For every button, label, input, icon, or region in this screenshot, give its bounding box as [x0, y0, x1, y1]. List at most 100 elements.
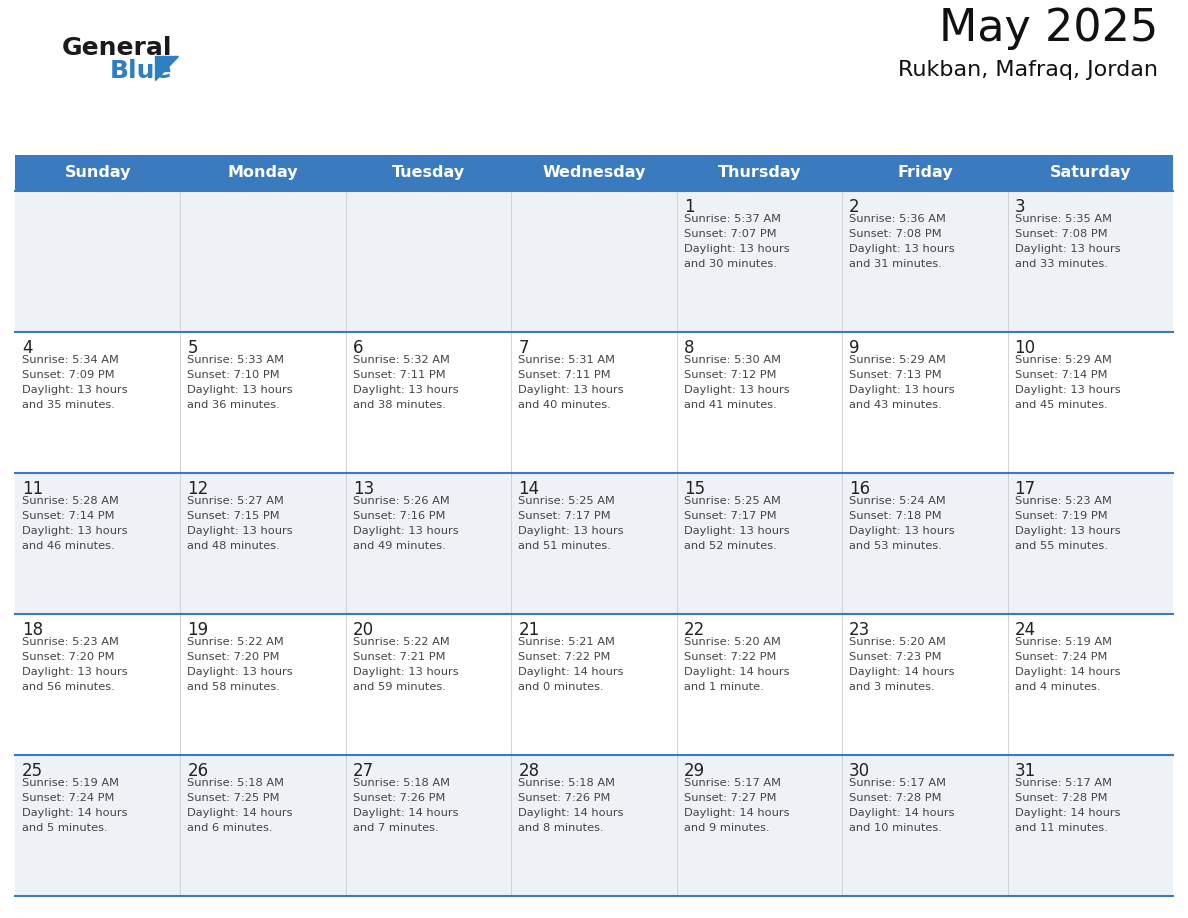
Text: and 45 minutes.: and 45 minutes.	[1015, 400, 1107, 410]
Text: and 7 minutes.: and 7 minutes.	[353, 823, 438, 833]
Text: 17: 17	[1015, 480, 1036, 498]
Text: Sunrise: 5:17 AM: Sunrise: 5:17 AM	[849, 778, 946, 788]
Text: Sunset: 7:17 PM: Sunset: 7:17 PM	[684, 511, 776, 521]
Text: and 3 minutes.: and 3 minutes.	[849, 682, 935, 692]
Text: Daylight: 14 hours: Daylight: 14 hours	[849, 667, 955, 677]
Text: Sunset: 7:08 PM: Sunset: 7:08 PM	[849, 229, 942, 239]
Text: Daylight: 13 hours: Daylight: 13 hours	[849, 385, 955, 395]
Text: Daylight: 14 hours: Daylight: 14 hours	[1015, 808, 1120, 818]
Text: and 4 minutes.: and 4 minutes.	[1015, 682, 1100, 692]
Text: 30: 30	[849, 762, 871, 780]
Text: Sunrise: 5:25 AM: Sunrise: 5:25 AM	[684, 496, 781, 506]
Text: Sunset: 7:22 PM: Sunset: 7:22 PM	[684, 652, 776, 662]
Text: Sunrise: 5:20 AM: Sunrise: 5:20 AM	[849, 637, 946, 647]
Text: Daylight: 14 hours: Daylight: 14 hours	[684, 808, 789, 818]
Text: Sunrise: 5:23 AM: Sunrise: 5:23 AM	[23, 637, 119, 647]
Text: Sunset: 7:28 PM: Sunset: 7:28 PM	[1015, 793, 1107, 803]
Text: Daylight: 14 hours: Daylight: 14 hours	[684, 667, 789, 677]
Text: and 58 minutes.: and 58 minutes.	[188, 682, 280, 692]
Text: Sunset: 7:15 PM: Sunset: 7:15 PM	[188, 511, 280, 521]
Text: and 41 minutes.: and 41 minutes.	[684, 400, 777, 410]
Text: Sunset: 7:09 PM: Sunset: 7:09 PM	[23, 370, 114, 380]
Text: and 35 minutes.: and 35 minutes.	[23, 400, 115, 410]
Text: Sunrise: 5:17 AM: Sunrise: 5:17 AM	[1015, 778, 1112, 788]
Text: and 36 minutes.: and 36 minutes.	[188, 400, 280, 410]
Text: Daylight: 13 hours: Daylight: 13 hours	[849, 244, 955, 254]
Text: Daylight: 14 hours: Daylight: 14 hours	[849, 808, 955, 818]
Text: Daylight: 13 hours: Daylight: 13 hours	[1015, 385, 1120, 395]
Text: Daylight: 13 hours: Daylight: 13 hours	[353, 667, 459, 677]
Text: Sunrise: 5:18 AM: Sunrise: 5:18 AM	[518, 778, 615, 788]
Text: Sunrise: 5:19 AM: Sunrise: 5:19 AM	[23, 778, 119, 788]
Text: and 33 minutes.: and 33 minutes.	[1015, 259, 1107, 269]
Text: Sunrise: 5:23 AM: Sunrise: 5:23 AM	[1015, 496, 1112, 506]
Text: Sunrise: 5:19 AM: Sunrise: 5:19 AM	[1015, 637, 1112, 647]
Text: Daylight: 13 hours: Daylight: 13 hours	[518, 385, 624, 395]
Text: 26: 26	[188, 762, 209, 780]
Text: and 43 minutes.: and 43 minutes.	[849, 400, 942, 410]
Text: Friday: Friday	[897, 165, 953, 181]
Text: Sunset: 7:17 PM: Sunset: 7:17 PM	[518, 511, 611, 521]
Text: Sunrise: 5:18 AM: Sunrise: 5:18 AM	[353, 778, 450, 788]
Text: Wednesday: Wednesday	[542, 165, 646, 181]
Text: Sunrise: 5:37 AM: Sunrise: 5:37 AM	[684, 214, 781, 224]
Text: Sunset: 7:22 PM: Sunset: 7:22 PM	[518, 652, 611, 662]
Text: 3: 3	[1015, 198, 1025, 216]
Text: Sunset: 7:28 PM: Sunset: 7:28 PM	[849, 793, 942, 803]
Text: Blue: Blue	[110, 59, 172, 83]
Text: 27: 27	[353, 762, 374, 780]
Text: Monday: Monday	[228, 165, 298, 181]
Text: Sunrise: 5:33 AM: Sunrise: 5:33 AM	[188, 355, 284, 365]
Text: Sunset: 7:26 PM: Sunset: 7:26 PM	[353, 793, 446, 803]
Text: 16: 16	[849, 480, 871, 498]
Text: 10: 10	[1015, 339, 1036, 357]
Text: Sunrise: 5:28 AM: Sunrise: 5:28 AM	[23, 496, 119, 506]
Text: and 52 minutes.: and 52 minutes.	[684, 541, 777, 551]
Text: Sunset: 7:14 PM: Sunset: 7:14 PM	[23, 511, 114, 521]
Text: Daylight: 13 hours: Daylight: 13 hours	[353, 526, 459, 536]
Text: 9: 9	[849, 339, 860, 357]
Text: 25: 25	[23, 762, 43, 780]
Bar	[15, 155, 1173, 191]
Text: Daylight: 13 hours: Daylight: 13 hours	[849, 526, 955, 536]
Text: Sunrise: 5:29 AM: Sunrise: 5:29 AM	[849, 355, 946, 365]
Text: Daylight: 14 hours: Daylight: 14 hours	[23, 808, 127, 818]
Text: 6: 6	[353, 339, 364, 357]
Text: Daylight: 13 hours: Daylight: 13 hours	[23, 385, 127, 395]
Text: Daylight: 13 hours: Daylight: 13 hours	[684, 244, 789, 254]
Text: Sunrise: 5:35 AM: Sunrise: 5:35 AM	[1015, 214, 1112, 224]
Text: Sunrise: 5:36 AM: Sunrise: 5:36 AM	[849, 214, 946, 224]
Text: 7: 7	[518, 339, 529, 357]
Polygon shape	[154, 56, 178, 80]
Text: Sunset: 7:18 PM: Sunset: 7:18 PM	[849, 511, 942, 521]
Text: and 48 minutes.: and 48 minutes.	[188, 541, 280, 551]
Text: 12: 12	[188, 480, 209, 498]
Text: Sunset: 7:26 PM: Sunset: 7:26 PM	[518, 793, 611, 803]
Text: and 5 minutes.: and 5 minutes.	[23, 823, 108, 833]
Text: and 0 minutes.: and 0 minutes.	[518, 682, 604, 692]
Text: and 10 minutes.: and 10 minutes.	[849, 823, 942, 833]
Text: Sunrise: 5:18 AM: Sunrise: 5:18 AM	[188, 778, 284, 788]
Text: 1: 1	[684, 198, 694, 216]
Text: May 2025: May 2025	[939, 7, 1158, 50]
Text: Thursday: Thursday	[718, 165, 801, 181]
Text: Sunset: 7:12 PM: Sunset: 7:12 PM	[684, 370, 776, 380]
Text: Rukban, Mafraq, Jordan: Rukban, Mafraq, Jordan	[898, 60, 1158, 80]
Text: Sunset: 7:21 PM: Sunset: 7:21 PM	[353, 652, 446, 662]
Text: and 56 minutes.: and 56 minutes.	[23, 682, 115, 692]
Text: 5: 5	[188, 339, 198, 357]
Text: and 11 minutes.: and 11 minutes.	[1015, 823, 1107, 833]
Bar	[15, 332, 1173, 473]
Text: Sunrise: 5:22 AM: Sunrise: 5:22 AM	[188, 637, 284, 647]
Text: 13: 13	[353, 480, 374, 498]
Text: Daylight: 13 hours: Daylight: 13 hours	[1015, 244, 1120, 254]
Text: Sunset: 7:24 PM: Sunset: 7:24 PM	[1015, 652, 1107, 662]
Text: Sunset: 7:08 PM: Sunset: 7:08 PM	[1015, 229, 1107, 239]
Text: 24: 24	[1015, 621, 1036, 639]
Text: Daylight: 14 hours: Daylight: 14 hours	[518, 667, 624, 677]
Text: and 9 minutes.: and 9 minutes.	[684, 823, 770, 833]
Text: and 8 minutes.: and 8 minutes.	[518, 823, 604, 833]
Text: Daylight: 13 hours: Daylight: 13 hours	[188, 667, 293, 677]
Text: Daylight: 14 hours: Daylight: 14 hours	[188, 808, 293, 818]
Text: General: General	[62, 36, 172, 60]
